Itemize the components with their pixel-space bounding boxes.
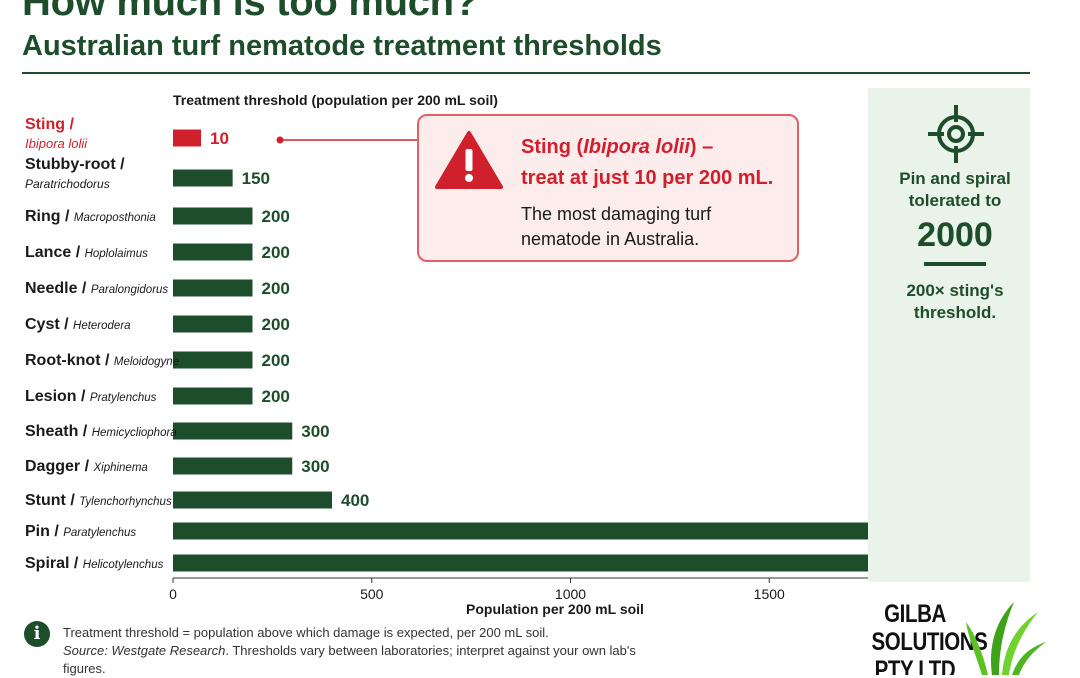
bar <box>173 522 968 540</box>
page-subtitle: Australian turf nematode treatment thres… <box>22 30 662 62</box>
company-logo: GILBA SOLUTIONS PTY LTD <box>860 598 1080 675</box>
x-axis-title: Population per 200 mL soil <box>466 601 644 617</box>
category-genus-name: Paratylenchus <box>63 527 136 539</box>
category-common-name: Cyst / <box>25 316 73 333</box>
callout-heading: Sting (Ibipora lolii) – treat at just 10… <box>521 132 791 194</box>
category-common-name: Ring / <box>25 208 74 225</box>
category-common-name: Stubby-root / <box>25 156 125 173</box>
bar <box>173 207 253 225</box>
bar-value-label: 150 <box>242 169 270 188</box>
page-title: How much is too much? <box>22 0 478 24</box>
grass-logo-icon <box>966 602 1046 675</box>
category-common-name: Spiral / <box>25 555 83 572</box>
tolerance-panel: Pin and spiral tolerated to 2000 200× st… <box>868 88 1030 582</box>
bar-value-label: 200 <box>262 279 290 298</box>
bar-value-label: 400 <box>341 491 369 510</box>
panel-text-top: Pin and spiral tolerated to <box>899 169 1011 210</box>
category-label: Ring / Macroposthonia <box>25 208 156 225</box>
callout-heading-b: ) – <box>689 136 714 158</box>
bar-value-label: 200 <box>262 315 290 334</box>
category-label: Root-knot / Meloidogyne <box>25 352 179 369</box>
logo-text: GILBA SOLUTIONS PTY LTD <box>871 600 988 675</box>
category-genus-name: Helicotylenchus <box>83 559 164 571</box>
warning-icon <box>435 131 503 189</box>
bar-value-label: 10 <box>210 129 229 148</box>
footnote: Treatment threshold = population above w… <box>63 624 663 678</box>
panel-big-number: 2000 <box>917 216 993 254</box>
header-divider <box>22 72 1030 74</box>
bar <box>173 169 233 187</box>
bar-value-label: 300 <box>301 457 329 476</box>
category-genus-name: Hoplolaimus <box>85 248 149 260</box>
bar <box>173 315 253 333</box>
category-genus-name: Heterodera <box>73 320 131 332</box>
footnote-line1: Treatment threshold = population above w… <box>63 625 549 640</box>
bar <box>173 387 253 405</box>
x-tick-label: 1500 <box>754 586 785 602</box>
category-genus-name: Tylenchorhynchus <box>79 496 172 508</box>
callout-body: The most damaging turf nematode in Austr… <box>521 204 712 249</box>
category-common-name: Stunt / <box>25 492 79 509</box>
category-common-name: Root-knot / <box>25 352 114 369</box>
category-genus-name: Ibipora lolii <box>25 136 88 151</box>
category-label: Sheath / Hemicycliophora <box>25 423 177 440</box>
target-icon <box>928 105 984 163</box>
callout-heading-a: Sting ( <box>521 136 584 158</box>
category-label: Pin / Paratylenchus <box>25 523 136 540</box>
bar-value-label: 200 <box>262 351 290 370</box>
category-label: Lesion / Pratylenchus <box>25 388 157 405</box>
bar-value-label: 200 <box>262 207 290 226</box>
category-genus-name: Paralongidorus <box>91 284 169 296</box>
category-label: Stunt / Tylenchorhynchus <box>25 492 172 509</box>
bar <box>173 422 293 440</box>
category-label: Dagger / Xiphinema <box>25 458 148 475</box>
category-genus-name: Xiphinema <box>92 462 147 474</box>
chart-title: Treatment threshold (population per 200 … <box>173 92 498 108</box>
x-tick-label: 500 <box>360 586 384 602</box>
category-common-name: Needle / <box>25 280 91 297</box>
footnote-line2: . Thresholds vary between laboratories; … <box>63 643 636 676</box>
category-genus-name: Pratylenchus <box>90 392 157 404</box>
info-icon: i <box>24 621 50 647</box>
panel-text-bottom: 200× sting's threshold. <box>906 281 1004 322</box>
category-genus-name: Paratrichodorus <box>25 177 110 191</box>
bar <box>173 279 253 297</box>
category-common-name: Sheath / <box>25 423 92 440</box>
bar <box>173 491 332 509</box>
bar <box>173 351 253 369</box>
category-common-name: Lesion / <box>25 388 90 405</box>
category-genus-name: Hemicycliophora <box>92 427 177 439</box>
category-common-name: Pin / <box>25 523 63 540</box>
bar <box>173 457 293 475</box>
callout-heading-line2: treat at just 10 per 200 mL. <box>521 167 774 189</box>
sting-callout: Sting (Ibipora lolii) – treat at just 10… <box>417 114 799 262</box>
category-label: Spiral / Helicotylenchus <box>25 555 164 572</box>
category-common-name: Lance / <box>25 244 85 261</box>
category-genus-name: Macroposthonia <box>74 212 156 224</box>
category-genus-name: Meloidogyne <box>114 356 179 368</box>
bar-value-label: 200 <box>262 387 290 406</box>
x-tick-label: 1000 <box>555 586 586 602</box>
bar-value-label: 300 <box>301 422 329 441</box>
panel-underline <box>924 262 986 266</box>
x-tick-label: 0 <box>169 586 177 602</box>
category-label: Needle / Paralongidorus <box>25 280 168 297</box>
footnote-source: Source: Westgate Research <box>63 643 226 658</box>
bar-value-label: 200 <box>262 243 290 262</box>
bar <box>173 554 968 572</box>
category-label: Lance / Hoplolaimus <box>25 244 148 261</box>
category-label: Cyst / Heterodera <box>25 316 131 333</box>
category-common-name: Sting / <box>25 116 74 133</box>
category-common-name: Dagger / <box>25 458 93 475</box>
bar <box>173 243 253 261</box>
bar <box>173 129 201 147</box>
callout-heading-species: Ibipora lolii <box>583 136 690 158</box>
